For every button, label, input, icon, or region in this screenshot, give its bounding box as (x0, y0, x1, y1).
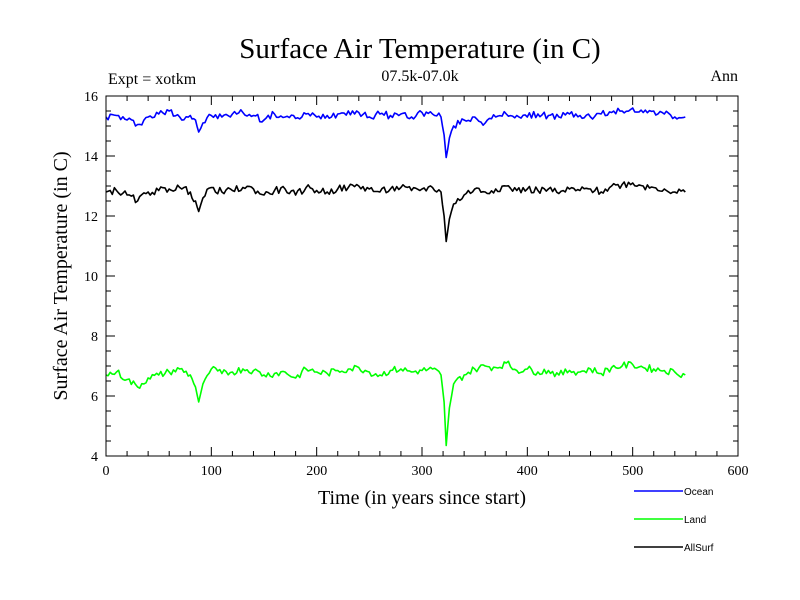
series-line-land (105, 360, 686, 447)
y-axis-label: Surface Air Temperature (in C) (50, 151, 72, 400)
x-tick-label: 600 (728, 464, 749, 479)
x-tick-label: 300 (412, 464, 433, 479)
x-tick-label: 100 (201, 464, 222, 479)
series-line-ocean (105, 107, 686, 159)
y-tick-label: 4 (91, 450, 98, 465)
y-tick-labels: 4 6 8 10 12 14 16 (84, 90, 98, 465)
x-tick-labels: 0 100 200 300 400 500 600 (103, 464, 749, 479)
x-tick-label: 0 (103, 464, 110, 479)
legend-label-ocean: Ocean (684, 487, 713, 498)
y-tick-label: 10 (84, 270, 98, 285)
x-tick-label: 500 (622, 464, 643, 479)
x-tick-label: 400 (517, 464, 538, 479)
y-tick-label: 8 (91, 330, 98, 345)
axis-ticks (105, 95, 739, 457)
x-axis-label: Time (in years since start) (318, 487, 526, 509)
x-tick-label: 200 (306, 464, 327, 479)
season-label: Ann (710, 68, 738, 85)
y-tick-label: 14 (84, 150, 98, 165)
chart-title: Surface Air Temperature (in C) (239, 33, 600, 65)
legend-label-land: Land (684, 515, 706, 526)
legend: Ocean Land AllSurf (634, 487, 714, 554)
y-tick-label: 12 (84, 210, 98, 225)
y-tick-label: 6 (91, 390, 98, 405)
period-label: 07.5k-07.0k (381, 68, 458, 85)
experiment-label: Expt = xotkm (108, 71, 197, 88)
y-tick-label: 16 (84, 90, 98, 105)
legend-label-allsurf: AllSurf (684, 543, 714, 554)
series-line-allsurf (105, 181, 686, 243)
series-lines (105, 107, 686, 447)
plot-frame (105, 95, 739, 457)
